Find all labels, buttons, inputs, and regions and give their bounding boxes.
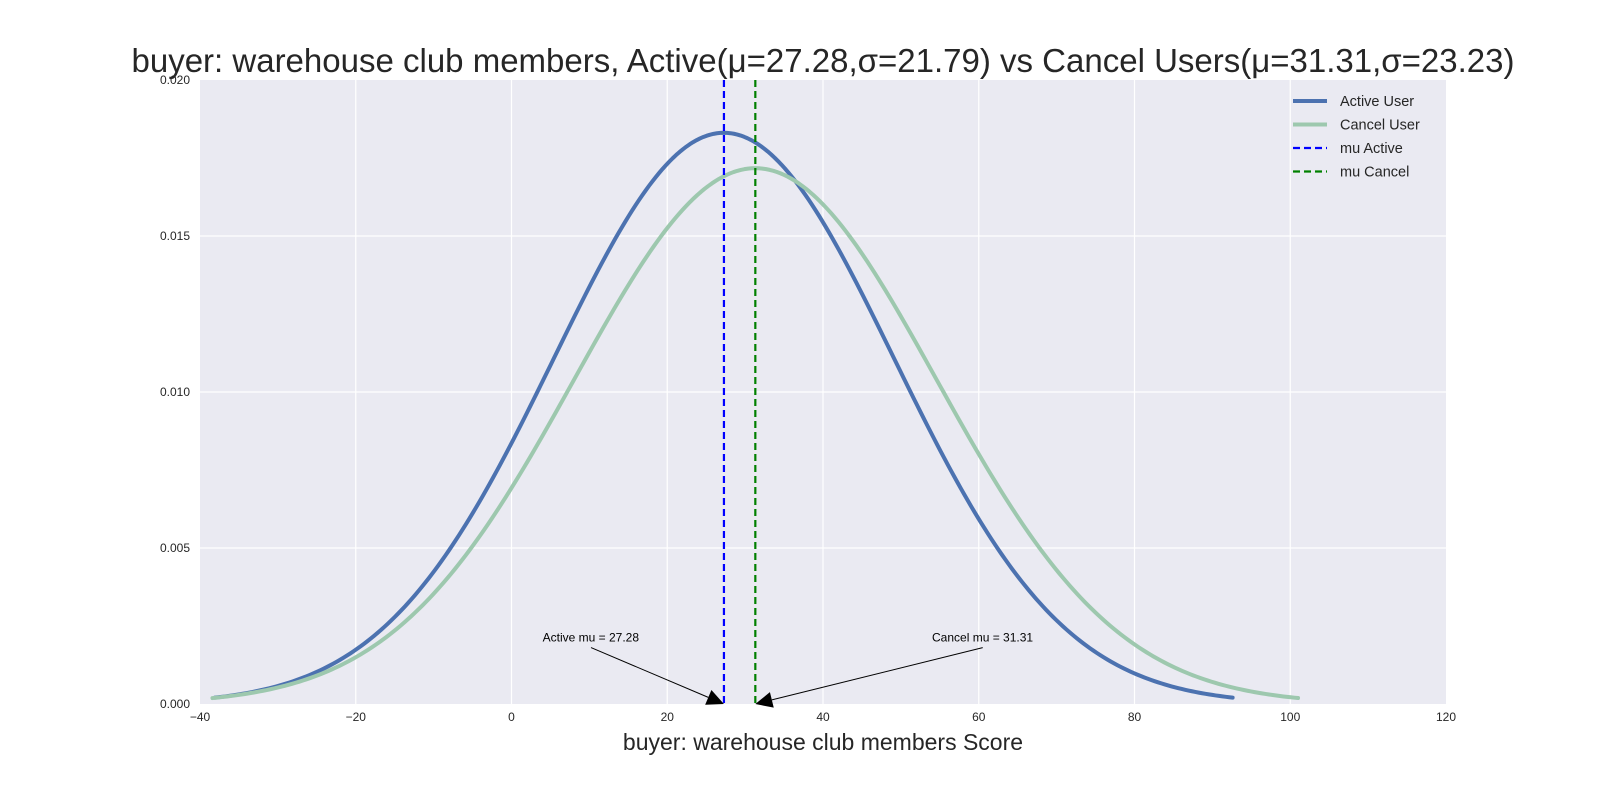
active-user-curve — [212, 130, 1235, 700]
y-tick-label: 0.000 — [160, 697, 190, 711]
annotation: Cancel mu = 31.31 — [755, 631, 1033, 708]
x-axis-ticks: −40 −20 0 20 40 60 80 100 120 — [190, 710, 1457, 724]
x-tick-label: 20 — [661, 710, 675, 724]
legend: Active User Cancel User mu Active mu Cancel — [1293, 94, 1420, 181]
x-tick-label: 40 — [816, 710, 830, 724]
x-tick-label: −20 — [346, 710, 367, 724]
annotation: Active mu = 27.28 — [543, 631, 724, 705]
legend-item-mu-cancel: mu Cancel — [1293, 165, 1409, 181]
annotation-arrow-line — [771, 647, 983, 701]
x-tick-label: 100 — [1280, 710, 1300, 724]
annotation-arrowhead — [755, 692, 774, 708]
y-tick-label: 0.005 — [160, 541, 190, 555]
legend-item-mu-active: mu Active — [1293, 141, 1403, 157]
annotation-text: Active mu = 27.28 — [543, 631, 640, 645]
chart-title: buyer: warehouse club members, Active(μ=… — [132, 42, 1515, 79]
legend-item-active-user: Active User — [1293, 94, 1414, 110]
legend-label: Cancel User — [1340, 118, 1420, 134]
annotation-arrowhead — [705, 689, 724, 705]
legend-label: mu Cancel — [1340, 165, 1409, 181]
x-tick-label: 80 — [1128, 710, 1142, 724]
x-tick-label: 120 — [1436, 710, 1456, 724]
grid — [200, 80, 1446, 704]
x-tick-label: −40 — [190, 710, 211, 724]
y-tick-label: 0.010 — [160, 385, 190, 399]
y-axis-ticks: 0.000 0.005 0.010 0.015 0.020 — [160, 73, 190, 711]
legend-label: Active User — [1340, 94, 1414, 110]
annotations: Active mu = 27.28 Cancel mu = 31.31 — [543, 631, 1033, 708]
legend-item-cancel-user: Cancel User — [1293, 118, 1420, 134]
y-tick-label: 0.015 — [160, 229, 190, 243]
x-axis-label: buyer: warehouse club members Score — [623, 729, 1023, 755]
x-tick-label: 0 — [508, 710, 515, 724]
y-tick-label: 0.020 — [160, 73, 190, 87]
x-tick-label: 60 — [972, 710, 986, 724]
legend-label: mu Active — [1340, 141, 1403, 157]
annotation-arrow-line — [590, 647, 709, 698]
series-layer — [210, 80, 1301, 704]
annotation-text: Cancel mu = 31.31 — [932, 631, 1033, 645]
